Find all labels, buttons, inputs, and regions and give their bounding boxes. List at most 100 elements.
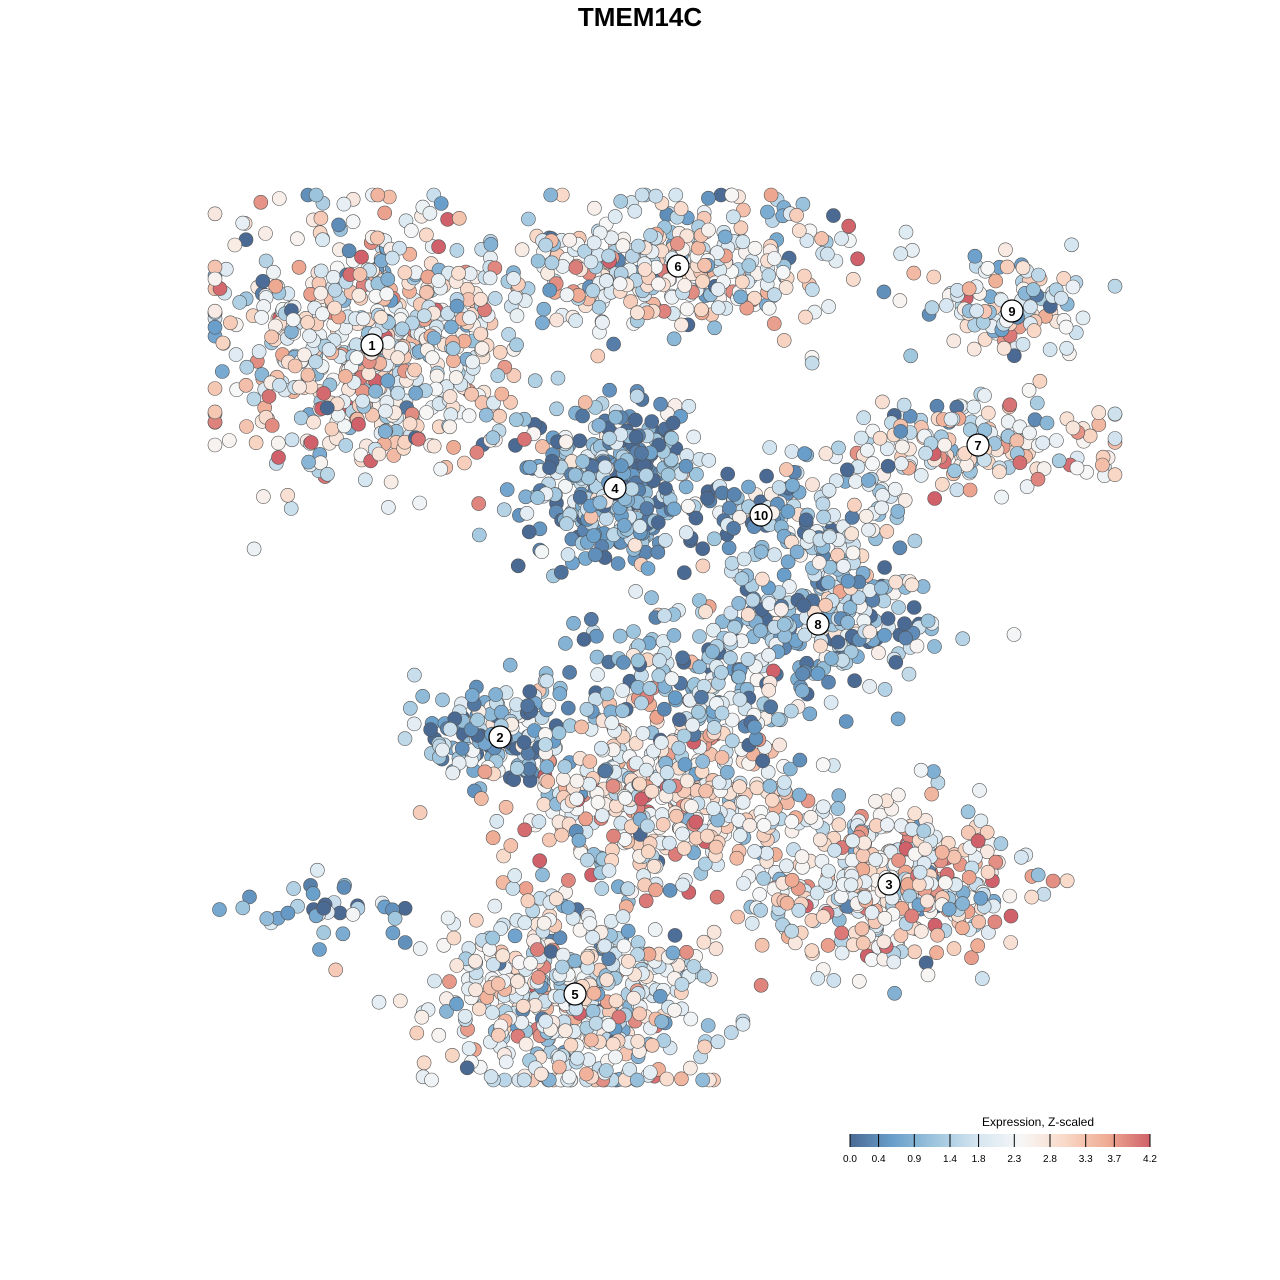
data-point <box>770 712 786 727</box>
data-point <box>223 315 238 331</box>
data-point <box>744 916 760 931</box>
data-point <box>890 711 906 727</box>
data-point <box>338 438 354 453</box>
data-point <box>1022 425 1037 441</box>
data-point <box>652 988 668 1004</box>
data-point <box>753 977 769 993</box>
data-point <box>648 882 663 898</box>
data-point <box>834 231 849 246</box>
data-point <box>431 239 446 254</box>
data-point <box>904 577 920 593</box>
data-point <box>726 487 742 502</box>
data-point <box>845 271 861 287</box>
cluster-label-text: 7 <box>974 438 981 453</box>
data-point <box>284 432 300 448</box>
data-point <box>902 888 918 904</box>
data-point <box>726 520 741 536</box>
data-point <box>258 226 273 241</box>
data-point <box>459 1060 475 1076</box>
data-point <box>667 690 683 706</box>
data-point <box>560 700 576 716</box>
data-point <box>533 1066 549 1082</box>
data-point <box>536 301 552 317</box>
data-point <box>792 787 807 803</box>
data-point <box>875 488 890 503</box>
data-point <box>246 391 262 407</box>
data-point <box>871 645 886 661</box>
data-point <box>699 828 715 844</box>
data-point <box>934 476 950 492</box>
data-point <box>980 405 996 421</box>
data-point <box>1059 873 1075 889</box>
data-point <box>804 943 820 959</box>
data-point <box>419 405 434 420</box>
data-point <box>688 510 704 526</box>
data-point <box>509 760 525 776</box>
data-point <box>822 529 837 545</box>
data-point <box>733 289 748 305</box>
data-point <box>302 328 317 344</box>
data-point <box>919 893 935 909</box>
data-point <box>698 783 714 799</box>
data-point <box>679 944 694 960</box>
data-point <box>422 206 438 221</box>
data-point <box>414 1009 430 1025</box>
data-point <box>381 500 396 515</box>
data-point <box>543 187 559 203</box>
data-point <box>827 842 842 858</box>
data-point <box>620 881 636 897</box>
data-point <box>507 289 523 305</box>
data-point <box>579 1066 594 1082</box>
data-point <box>246 541 262 557</box>
data-point <box>892 540 908 556</box>
data-point <box>1036 886 1052 902</box>
data-point <box>630 238 646 254</box>
data-point <box>644 783 660 799</box>
data-point <box>667 1002 682 1018</box>
legend-tick-label: 3.3 <box>1079 1154 1093 1165</box>
data-point <box>826 208 841 223</box>
data-point <box>695 558 711 574</box>
data-point <box>810 666 826 682</box>
data-point <box>894 439 910 455</box>
data-point <box>259 911 275 926</box>
data-point <box>639 501 655 516</box>
data-point <box>604 715 620 731</box>
data-point <box>397 731 413 746</box>
data-point <box>844 526 860 542</box>
data-point <box>627 537 643 553</box>
scatter-points <box>207 187 1123 1088</box>
data-point <box>465 354 480 370</box>
data-point <box>648 188 664 204</box>
data-point <box>888 655 904 670</box>
data-point <box>632 776 647 792</box>
data-point <box>489 813 505 829</box>
data-point <box>850 251 865 267</box>
data-point <box>642 1065 658 1080</box>
data-point <box>955 631 971 647</box>
data-point <box>594 808 610 823</box>
data-point <box>1015 260 1031 276</box>
data-point <box>215 364 230 379</box>
data-point <box>508 412 524 428</box>
data-point <box>678 525 694 541</box>
data-point <box>879 817 895 833</box>
cluster-label-2: 2 <box>488 725 512 749</box>
data-point <box>403 223 419 238</box>
data-point <box>821 299 836 314</box>
data-point <box>740 607 756 622</box>
data-point <box>442 419 458 435</box>
data-point <box>561 873 576 888</box>
data-point <box>316 900 332 916</box>
cluster-label-7: 7 <box>966 433 990 457</box>
data-point <box>644 414 660 429</box>
data-point <box>729 850 745 866</box>
data-point <box>338 369 353 384</box>
data-point <box>371 994 387 1010</box>
cluster-label-text: 8 <box>814 617 821 632</box>
data-point <box>1039 415 1055 431</box>
data-point <box>406 716 422 732</box>
data-point <box>707 320 722 336</box>
data-point <box>390 385 406 401</box>
chart-title: TMEM14C <box>577 2 703 32</box>
